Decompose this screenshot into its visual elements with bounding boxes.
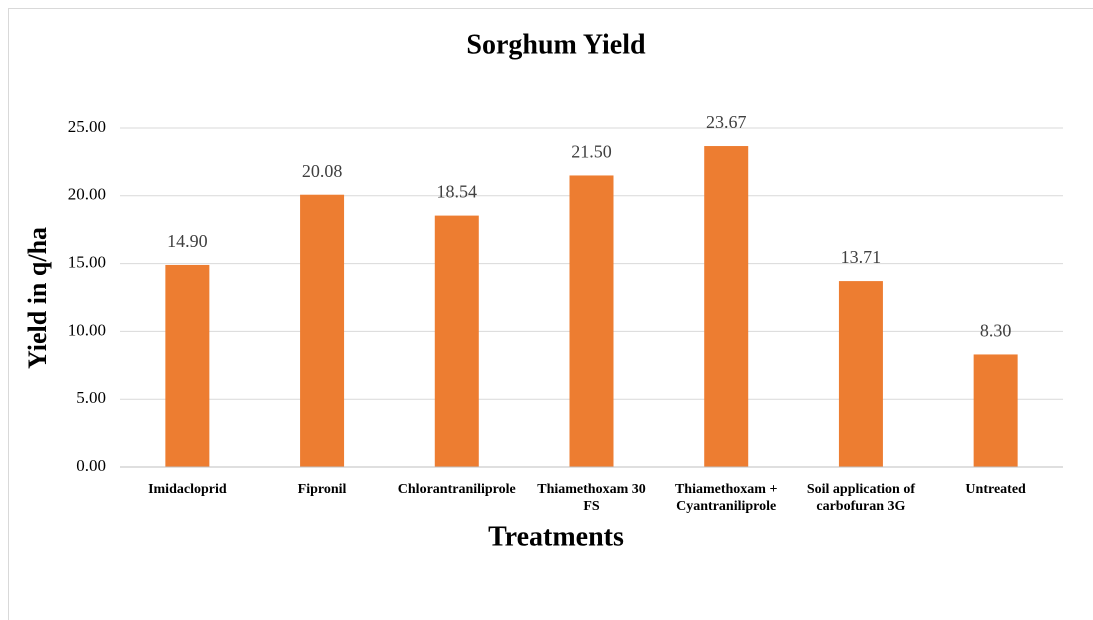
y-tick-label: 25.00 (68, 117, 106, 136)
value-label: 14.90 (167, 231, 208, 251)
x-axis-label: Treatments (488, 521, 624, 552)
x-tick-label: Thiamethoxam + Cyantraniliprole (674, 482, 778, 514)
bar (165, 264, 210, 467)
value-label: 21.50 (571, 142, 612, 162)
x-tick-label: Imidacloprid (148, 482, 227, 497)
y-tick-label: 20.00 (68, 185, 106, 204)
y-tick-label: 10.00 (68, 320, 106, 339)
bar (973, 354, 1018, 467)
value-label: 20.08 (302, 161, 343, 181)
bar (300, 194, 345, 467)
bar (569, 175, 614, 467)
value-label: 13.71 (841, 247, 882, 267)
x-tick-label: Thiamethoxam 30 FS (537, 482, 646, 514)
chart-border (8, 8, 1093, 620)
x-tick-label: Fipronil (297, 482, 347, 497)
chart-title: Sorghum Yield (466, 29, 646, 60)
y-axis-label: Yield in q/ha (23, 227, 52, 369)
y-tick-label: 15.00 (68, 253, 106, 272)
x-tick-label: Chlorantraniliprole (397, 482, 516, 497)
bar (434, 215, 479, 467)
x-tick-label: Soil application of carbofuran 3G (806, 482, 915, 514)
bar (838, 281, 883, 467)
value-label: 23.67 (706, 112, 747, 132)
value-label: 8.30 (980, 321, 1012, 341)
x-tick-label: Untreated (965, 482, 1026, 497)
y-tick-label: 5.00 (76, 388, 106, 407)
y-tick-label: 0.00 (76, 456, 106, 475)
value-label: 18.54 (437, 182, 478, 202)
bar (704, 146, 749, 468)
